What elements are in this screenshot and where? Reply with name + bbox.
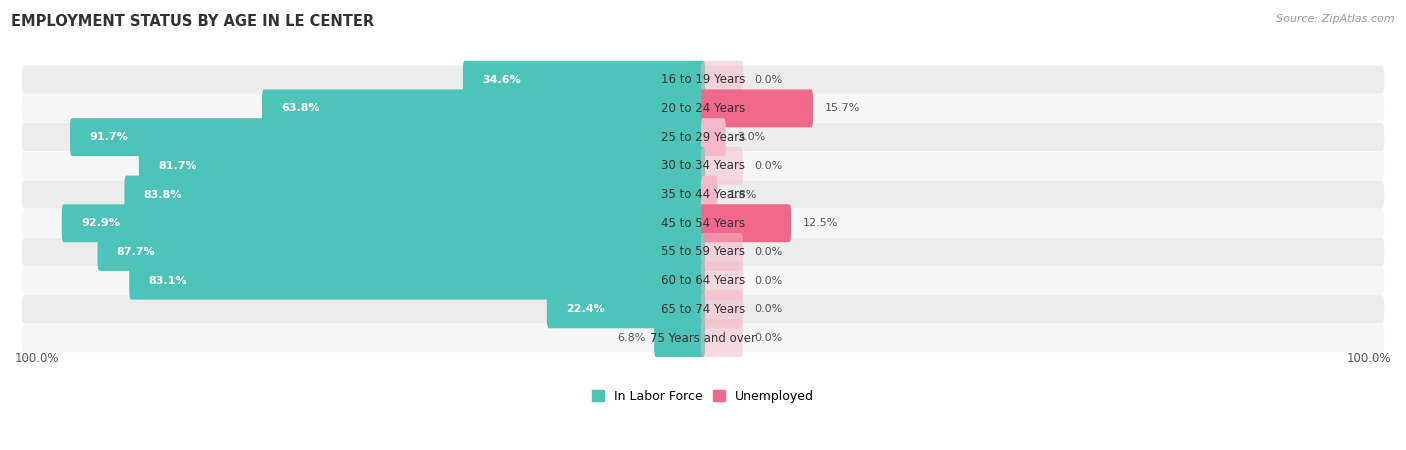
Text: EMPLOYMENT STATUS BY AGE IN LE CENTER: EMPLOYMENT STATUS BY AGE IN LE CENTER bbox=[11, 14, 374, 28]
Text: 34.6%: 34.6% bbox=[482, 75, 520, 85]
FancyBboxPatch shape bbox=[22, 266, 1384, 295]
Text: 25 to 29 Years: 25 to 29 Years bbox=[661, 130, 745, 144]
Text: Source: ZipAtlas.com: Source: ZipAtlas.com bbox=[1277, 14, 1395, 23]
FancyBboxPatch shape bbox=[22, 209, 1384, 237]
Text: 16 to 19 Years: 16 to 19 Years bbox=[661, 73, 745, 86]
Text: 81.7%: 81.7% bbox=[157, 161, 197, 171]
Text: 75 Years and over: 75 Years and over bbox=[650, 332, 756, 345]
FancyBboxPatch shape bbox=[124, 176, 704, 213]
FancyBboxPatch shape bbox=[262, 90, 704, 127]
FancyBboxPatch shape bbox=[702, 319, 742, 357]
FancyBboxPatch shape bbox=[702, 176, 717, 213]
Text: 45 to 54 Years: 45 to 54 Years bbox=[661, 217, 745, 230]
FancyBboxPatch shape bbox=[547, 290, 704, 328]
Text: 22.4%: 22.4% bbox=[567, 304, 605, 315]
Text: 15.7%: 15.7% bbox=[825, 104, 860, 113]
FancyBboxPatch shape bbox=[22, 123, 1384, 151]
FancyBboxPatch shape bbox=[22, 152, 1384, 180]
Text: 91.7%: 91.7% bbox=[90, 132, 128, 142]
Text: 20 to 24 Years: 20 to 24 Years bbox=[661, 102, 745, 115]
FancyBboxPatch shape bbox=[654, 319, 704, 357]
Text: 63.8%: 63.8% bbox=[281, 104, 321, 113]
Text: 3.0%: 3.0% bbox=[737, 132, 766, 142]
Text: 12.5%: 12.5% bbox=[803, 218, 838, 228]
FancyBboxPatch shape bbox=[702, 204, 792, 242]
Text: 65 to 74 Years: 65 to 74 Years bbox=[661, 303, 745, 316]
FancyBboxPatch shape bbox=[702, 290, 742, 328]
FancyBboxPatch shape bbox=[702, 233, 742, 271]
FancyBboxPatch shape bbox=[22, 324, 1384, 352]
FancyBboxPatch shape bbox=[22, 66, 1384, 94]
Text: 0.0%: 0.0% bbox=[755, 161, 783, 171]
Text: 92.9%: 92.9% bbox=[82, 218, 120, 228]
FancyBboxPatch shape bbox=[702, 262, 742, 300]
Text: 60 to 64 Years: 60 to 64 Years bbox=[661, 274, 745, 287]
Text: 87.7%: 87.7% bbox=[117, 247, 156, 257]
FancyBboxPatch shape bbox=[62, 204, 704, 242]
FancyBboxPatch shape bbox=[22, 295, 1384, 324]
Legend: In Labor Force, Unemployed: In Labor Force, Unemployed bbox=[586, 385, 820, 408]
FancyBboxPatch shape bbox=[702, 118, 725, 156]
Text: 0.0%: 0.0% bbox=[755, 75, 783, 85]
FancyBboxPatch shape bbox=[97, 233, 704, 271]
Text: 83.8%: 83.8% bbox=[143, 189, 183, 199]
FancyBboxPatch shape bbox=[702, 61, 742, 99]
Text: 6.8%: 6.8% bbox=[617, 333, 645, 343]
FancyBboxPatch shape bbox=[702, 147, 742, 185]
FancyBboxPatch shape bbox=[22, 238, 1384, 266]
Text: 1.8%: 1.8% bbox=[730, 189, 758, 199]
Text: 55 to 59 Years: 55 to 59 Years bbox=[661, 245, 745, 258]
FancyBboxPatch shape bbox=[70, 118, 704, 156]
Text: 30 to 34 Years: 30 to 34 Years bbox=[661, 159, 745, 172]
FancyBboxPatch shape bbox=[463, 61, 704, 99]
Text: 0.0%: 0.0% bbox=[755, 247, 783, 257]
FancyBboxPatch shape bbox=[702, 90, 813, 127]
Text: 0.0%: 0.0% bbox=[755, 304, 783, 315]
FancyBboxPatch shape bbox=[22, 94, 1384, 122]
Text: 100.0%: 100.0% bbox=[1347, 352, 1391, 365]
FancyBboxPatch shape bbox=[22, 180, 1384, 209]
Text: 0.0%: 0.0% bbox=[755, 333, 783, 343]
FancyBboxPatch shape bbox=[139, 147, 704, 185]
FancyBboxPatch shape bbox=[129, 262, 704, 300]
Text: 0.0%: 0.0% bbox=[755, 276, 783, 286]
Text: 100.0%: 100.0% bbox=[15, 352, 59, 365]
Text: 83.1%: 83.1% bbox=[149, 276, 187, 286]
Text: 35 to 44 Years: 35 to 44 Years bbox=[661, 188, 745, 201]
